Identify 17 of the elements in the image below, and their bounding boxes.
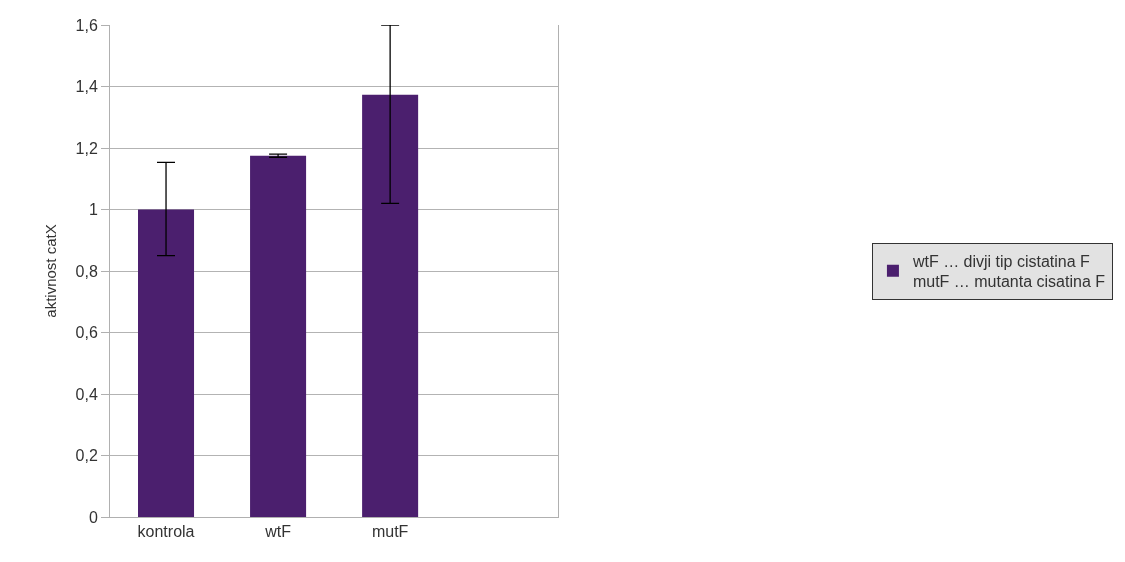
bar bbox=[250, 155, 307, 517]
y-tick-label: 0,4 bbox=[75, 385, 98, 403]
y-tick-label: 1,4 bbox=[75, 78, 98, 96]
legend-label: wtF … divji tip cistatina F mutF … mutanta cisatina F bbox=[911, 252, 1106, 291]
y-tick-label: 0,2 bbox=[75, 447, 98, 465]
bar bbox=[138, 209, 195, 517]
x-tick-label: wtF bbox=[264, 523, 292, 541]
y-tick-label: 0,8 bbox=[75, 262, 98, 280]
y-tick-label: 1 bbox=[88, 201, 98, 219]
y-tick-label: 1,6 bbox=[75, 16, 98, 34]
y-tick-label: 0 bbox=[88, 508, 98, 526]
bar bbox=[362, 94, 419, 517]
x-tick-label: kontrola bbox=[137, 523, 195, 541]
y-tick-label: 1,2 bbox=[75, 139, 98, 157]
x-tick-label: mutF bbox=[371, 523, 409, 541]
y-axis-title: aktivnost catX bbox=[41, 224, 59, 318]
y-tick-label: 0,6 bbox=[75, 324, 98, 342]
